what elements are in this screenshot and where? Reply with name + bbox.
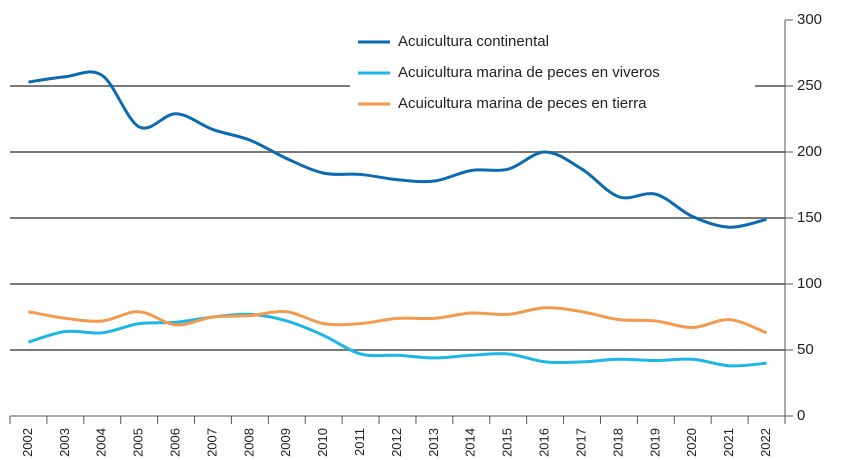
x-tick-label: 2008: [241, 428, 256, 457]
x-tick-label: 2017: [573, 428, 588, 457]
x-tick-label: 2007: [204, 428, 219, 457]
x-tick-label: 2010: [315, 428, 330, 457]
y-tick-label: 250: [797, 77, 822, 94]
x-tick-label: 2003: [57, 428, 72, 457]
x-tick-label: 2005: [131, 428, 146, 457]
y-tick-label: 300: [797, 11, 822, 28]
x-tick-label: 2009: [278, 428, 293, 457]
y-tick-label: 200: [797, 143, 822, 160]
y-tick-label: 100: [797, 275, 822, 292]
x-tick-label: 2016: [537, 428, 552, 457]
x-tick-label: 2015: [500, 428, 515, 457]
x-tick-label: 2012: [389, 428, 404, 457]
y-tick-label: 50: [797, 341, 814, 358]
x-tick-label: 2002: [20, 428, 35, 457]
series-line: [28, 70, 767, 229]
x-tick-label: 2020: [684, 428, 699, 457]
x-tick-label: 2019: [647, 428, 662, 457]
x-tick-label: 2006: [168, 428, 183, 457]
legend-box: [350, 26, 755, 120]
y-tick-label: 150: [797, 209, 822, 226]
series-line: [28, 312, 767, 368]
x-tick-label: 2022: [758, 428, 773, 457]
legend-label: Acuicultura marina de peces en viveros: [398, 64, 660, 81]
x-tick-label: 2013: [426, 428, 441, 457]
x-tick-label: 2018: [610, 428, 625, 457]
x-tick-label: 2011: [352, 428, 367, 456]
legend-label: Acuicultura continental: [398, 33, 549, 50]
x-tick-label: 2014: [463, 428, 478, 457]
y-tick-label: 0: [797, 407, 805, 424]
series-line: [28, 306, 768, 335]
x-tick-label: 2004: [94, 428, 109, 457]
x-tick-label: 2021: [721, 428, 736, 457]
legend-label: Acuicultura marina de peces en tierra: [398, 95, 647, 112]
